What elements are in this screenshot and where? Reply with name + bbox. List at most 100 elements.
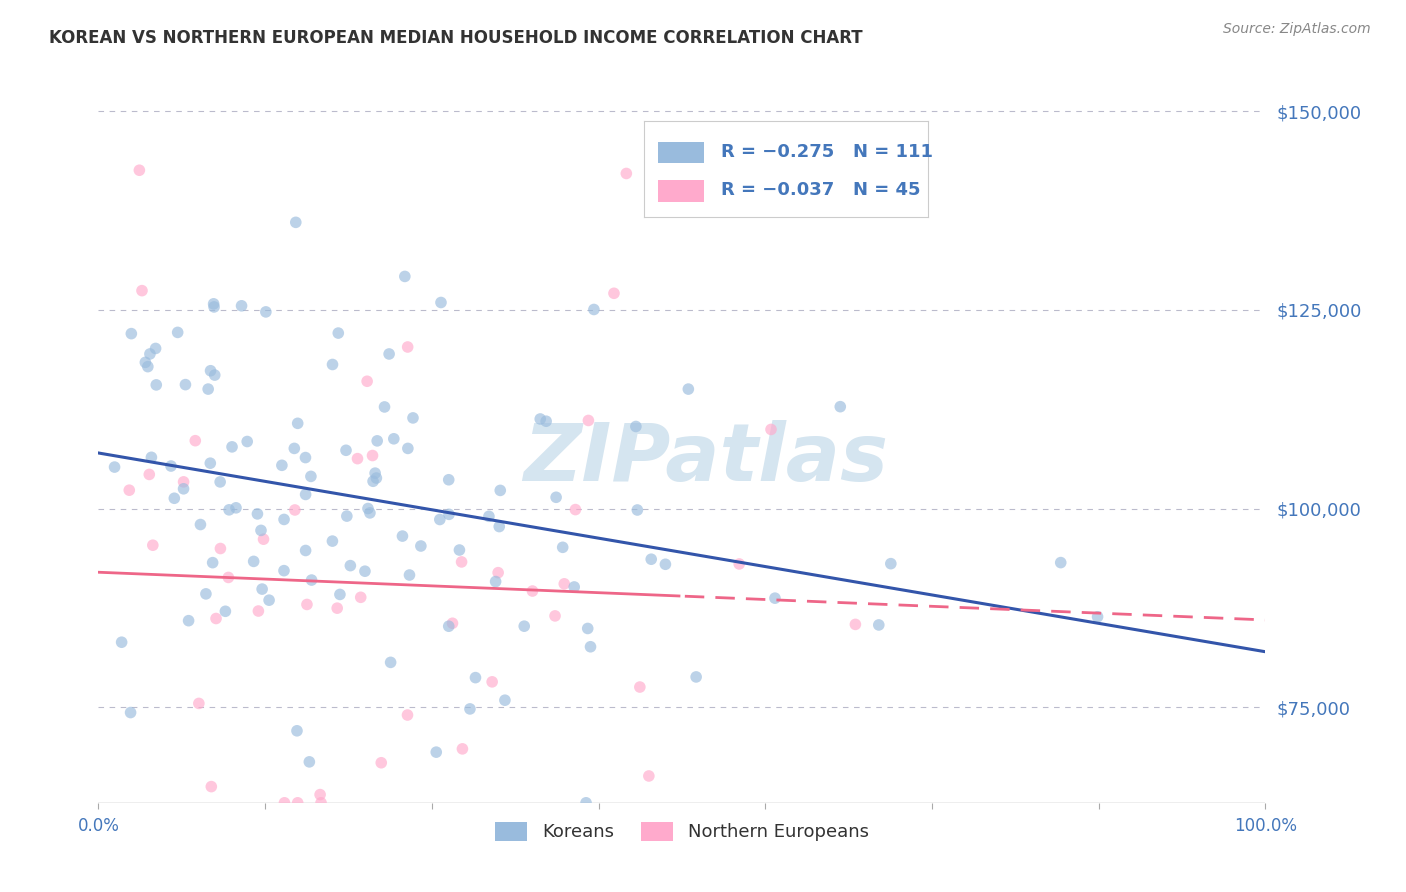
Point	[321, 358, 343, 372]
Point	[250, 524, 273, 538]
Point	[546, 490, 568, 504]
Point	[391, 529, 413, 543]
Point	[301, 573, 323, 587]
Point	[534, 414, 557, 428]
Point	[120, 326, 142, 341]
Point	[103, 460, 125, 475]
Point	[194, 587, 217, 601]
Point	[356, 374, 378, 388]
Point	[486, 566, 509, 580]
Point	[145, 377, 167, 392]
Point	[626, 503, 648, 517]
Point	[284, 503, 307, 517]
Point	[298, 755, 321, 769]
Point	[335, 443, 357, 458]
Point	[254, 305, 277, 319]
Point	[354, 564, 377, 578]
Point	[437, 619, 460, 633]
Point	[273, 564, 295, 578]
Point	[236, 434, 259, 449]
Point	[396, 708, 419, 723]
Point	[564, 502, 586, 516]
Point	[844, 617, 866, 632]
Point	[603, 286, 626, 301]
Point	[868, 618, 890, 632]
Point	[339, 558, 361, 573]
Point	[450, 555, 472, 569]
Point	[284, 215, 307, 229]
Point	[295, 598, 318, 612]
Point	[205, 611, 228, 625]
Text: ZIPatlas: ZIPatlas	[523, 420, 887, 498]
Text: R = −0.275   N = 111: R = −0.275 N = 111	[721, 143, 932, 161]
Point	[359, 506, 381, 520]
Point	[221, 440, 243, 454]
Point	[145, 342, 167, 356]
Point	[763, 591, 786, 606]
Point	[361, 449, 384, 463]
Point	[464, 671, 486, 685]
Point	[478, 509, 501, 524]
Point	[494, 693, 516, 707]
Point	[136, 359, 159, 374]
Point	[449, 543, 471, 558]
Point	[437, 473, 460, 487]
Point	[378, 347, 401, 361]
Point	[576, 622, 599, 636]
Point	[402, 411, 425, 425]
Point	[329, 587, 352, 601]
Point	[488, 519, 510, 533]
Point	[160, 458, 183, 473]
Point	[396, 340, 419, 354]
Point	[131, 284, 153, 298]
Point	[522, 584, 544, 599]
Point	[309, 796, 332, 810]
Point	[214, 604, 236, 618]
Point	[624, 419, 647, 434]
Point	[678, 382, 700, 396]
Point	[489, 483, 512, 498]
Point	[544, 608, 567, 623]
Point	[364, 466, 387, 480]
Text: R = −0.037   N = 45: R = −0.037 N = 45	[721, 181, 921, 199]
Point	[685, 670, 707, 684]
Point	[134, 355, 156, 369]
Point	[231, 299, 253, 313]
Point	[350, 591, 373, 605]
Point	[437, 508, 460, 522]
Point	[184, 434, 207, 448]
Point	[366, 471, 388, 485]
Point	[346, 451, 368, 466]
Point	[654, 558, 676, 572]
Point	[190, 517, 212, 532]
Point	[380, 656, 402, 670]
Point	[458, 702, 481, 716]
Point	[201, 556, 224, 570]
Legend: Koreans, Northern Europeans: Koreans, Northern Europeans	[488, 814, 876, 848]
Point	[361, 475, 384, 489]
Point	[173, 475, 195, 489]
Point	[328, 326, 350, 340]
Point	[326, 601, 349, 615]
Point	[485, 574, 508, 589]
Point	[576, 413, 599, 427]
Point	[200, 364, 222, 378]
Point	[553, 577, 575, 591]
Point	[357, 501, 380, 516]
Point	[562, 580, 585, 594]
Point	[173, 482, 195, 496]
Point	[283, 442, 305, 456]
Point	[582, 302, 605, 317]
Point	[287, 417, 309, 431]
Point	[299, 469, 322, 483]
Point	[141, 450, 163, 465]
Point	[373, 400, 395, 414]
Point	[309, 788, 332, 802]
Point	[285, 723, 308, 738]
Point	[163, 491, 186, 506]
Text: Source: ZipAtlas.com: Source: ZipAtlas.com	[1223, 22, 1371, 37]
Point	[138, 467, 160, 482]
Point	[166, 326, 188, 340]
Point	[270, 458, 292, 473]
Point	[273, 512, 295, 526]
